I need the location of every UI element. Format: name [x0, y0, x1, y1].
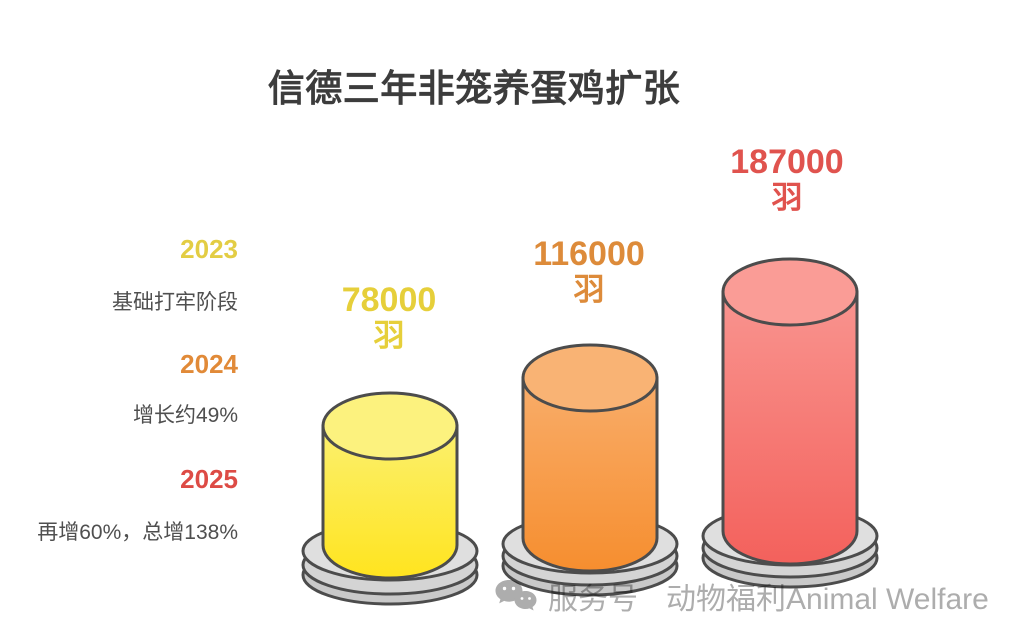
watermark-account-type: 服务号: [548, 583, 638, 616]
bar-2025-value: 187000 羽: [682, 143, 892, 216]
bar-2023-cylinder: [301, 391, 479, 606]
watermark: 服务号 动物福利Animal Welfare: [494, 574, 989, 618]
bar-2024-cylinder: [501, 343, 679, 597]
bar-2024-unit: 羽: [573, 272, 605, 308]
wechat-icon: [495, 580, 537, 611]
bar-2025-cylinder: [701, 257, 879, 589]
bar-2023-count: 78000: [341, 281, 437, 319]
timeline-note-2023: 基础打牢阶段: [112, 291, 238, 314]
bar-2025-unit: 羽: [771, 180, 803, 216]
bar-2025-count: 187000: [730, 143, 844, 181]
timeline-year-2025: 2025: [180, 464, 238, 494]
timeline-note-2025: 再增60%，总增138%: [37, 521, 238, 544]
timeline-legend: 2023 基础打牢阶段 2024 增长约49% 2025 再增60%，总增138…: [20, 0, 238, 630]
bar-2023-unit: 羽: [373, 318, 405, 354]
timeline-year-2023: 2023: [180, 234, 238, 264]
bar-2023-value: 78000 羽: [284, 281, 494, 354]
watermark-account-name: 动物福利Animal Welfare: [666, 583, 989, 616]
bar-2024-count: 116000: [533, 235, 645, 273]
bar-2024-value: 116000 羽: [484, 235, 694, 308]
timeline-year-2024: 2024: [180, 349, 238, 379]
page-title: 信德三年非笼养蛋鸡扩张: [267, 68, 681, 109]
timeline-note-2024: 增长约49%: [132, 404, 238, 427]
